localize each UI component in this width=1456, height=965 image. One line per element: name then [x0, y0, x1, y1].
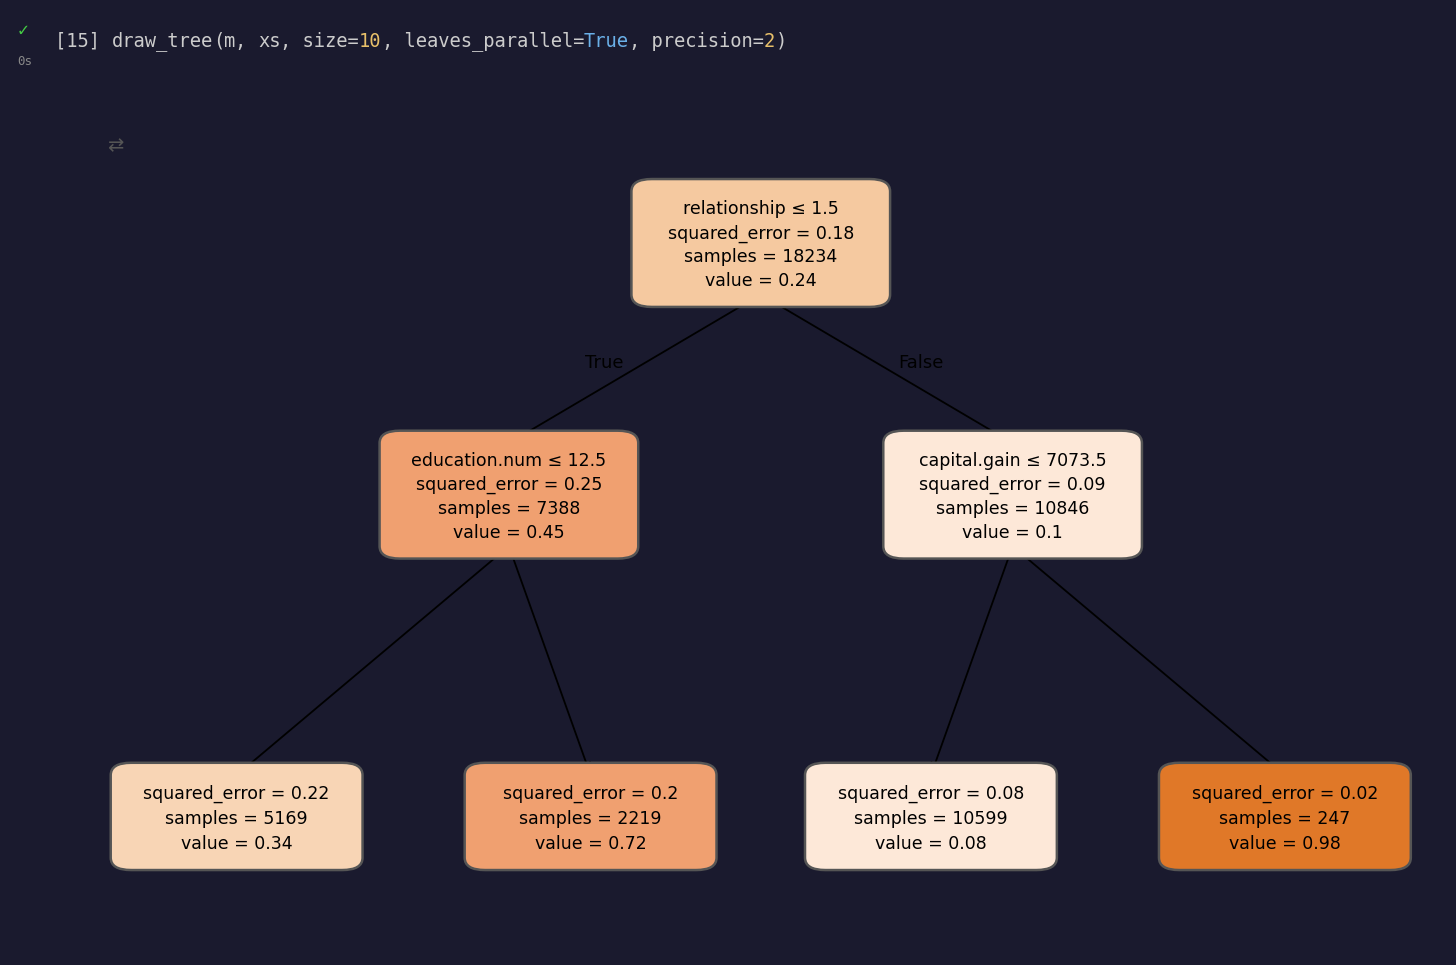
Text: relationship ≤ 1.5: relationship ≤ 1.5	[683, 201, 839, 218]
Text: xs: xs	[258, 32, 281, 50]
FancyBboxPatch shape	[884, 430, 1142, 559]
FancyBboxPatch shape	[111, 762, 363, 870]
Text: ,: ,	[236, 32, 258, 50]
Text: value = 0.45: value = 0.45	[453, 524, 565, 542]
Text: samples = 7388: samples = 7388	[438, 500, 579, 518]
Text: 2: 2	[764, 32, 776, 50]
Text: value = 0.24: value = 0.24	[705, 272, 817, 290]
Text: squared_error = 0.18: squared_error = 0.18	[667, 224, 855, 242]
Text: value = 0.08: value = 0.08	[875, 835, 987, 853]
Text: value = 0.98: value = 0.98	[1229, 835, 1341, 853]
Text: capital.gain ≤ 7073.5: capital.gain ≤ 7073.5	[919, 452, 1107, 470]
FancyBboxPatch shape	[805, 762, 1057, 870]
Text: samples = 10846: samples = 10846	[936, 500, 1089, 518]
Text: True: True	[584, 32, 629, 50]
Text: squared_error = 0.22: squared_error = 0.22	[144, 785, 331, 803]
Text: squared_error = 0.25: squared_error = 0.25	[416, 476, 603, 494]
FancyBboxPatch shape	[632, 179, 890, 307]
FancyBboxPatch shape	[1159, 762, 1411, 870]
Text: samples = 10599: samples = 10599	[855, 810, 1008, 828]
Text: squared_error = 0.2: squared_error = 0.2	[502, 785, 678, 803]
Text: [15]: [15]	[55, 32, 112, 50]
Text: samples = 2219: samples = 2219	[520, 810, 662, 828]
Text: , leaves_parallel=: , leaves_parallel=	[381, 31, 584, 51]
Text: value = 0.1: value = 0.1	[962, 524, 1063, 542]
Text: , size=: , size=	[281, 32, 360, 50]
Text: samples = 5169: samples = 5169	[166, 810, 309, 828]
FancyBboxPatch shape	[380, 430, 638, 559]
Text: ✓: ✓	[17, 22, 28, 41]
Text: (: (	[213, 32, 224, 50]
Text: education.num ≤ 12.5: education.num ≤ 12.5	[412, 452, 607, 470]
FancyBboxPatch shape	[464, 762, 716, 870]
Text: value = 0.72: value = 0.72	[534, 835, 646, 853]
Text: value = 0.34: value = 0.34	[181, 835, 293, 853]
Text: m: m	[224, 32, 236, 50]
Text: 0s: 0s	[17, 55, 32, 68]
Text: , precision=: , precision=	[629, 32, 764, 50]
Text: draw_tree: draw_tree	[112, 31, 213, 51]
Text: samples = 247: samples = 247	[1219, 810, 1351, 828]
Text: squared_error = 0.02: squared_error = 0.02	[1191, 785, 1377, 803]
Text: ⇄: ⇄	[108, 136, 124, 154]
Text: False: False	[898, 353, 943, 372]
Text: squared_error = 0.08: squared_error = 0.08	[837, 785, 1024, 803]
Text: True: True	[585, 353, 623, 372]
Text: samples = 18234: samples = 18234	[684, 248, 837, 266]
Text: ): )	[776, 32, 786, 50]
Text: 10: 10	[360, 32, 381, 50]
Text: squared_error = 0.09: squared_error = 0.09	[919, 476, 1107, 494]
